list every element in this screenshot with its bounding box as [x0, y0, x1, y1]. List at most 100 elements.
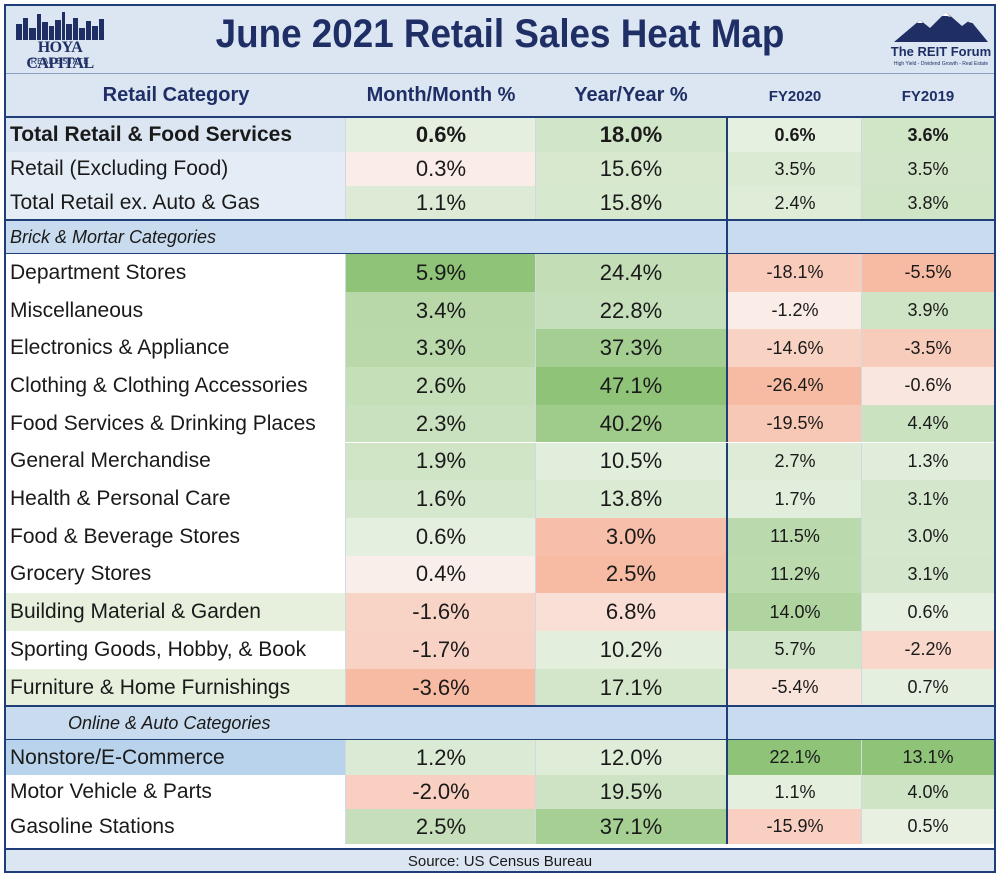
- cell-yoy: 37.1%: [536, 809, 726, 844]
- column-divider: [535, 367, 536, 405]
- cell-mom: 3.3%: [346, 329, 536, 368]
- cell-fy2019: 3.8%: [862, 186, 994, 220]
- cell-fy2019: 3.1%: [862, 480, 994, 518]
- column-divider: [861, 329, 862, 368]
- row-category: Furniture & Home Furnishings: [6, 668, 346, 707]
- cell-yoy: 10.5%: [536, 442, 726, 481]
- row-category: Nonstore/E-Commerce: [6, 740, 346, 775]
- column-divider: [345, 329, 346, 368]
- column-divider: [726, 186, 728, 220]
- column-divider: [726, 740, 728, 775]
- table-row: Grocery Stores 0.4% 2.5% 11.2% 3.1%: [6, 555, 994, 594]
- column-divider: [861, 186, 862, 220]
- column-divider: [726, 593, 728, 631]
- column-divider: [345, 517, 346, 556]
- column-divider: [535, 668, 536, 707]
- reit-forum-logo: The REIT Forum High Yield - Dividend Gro…: [890, 8, 992, 72]
- column-divider: [345, 254, 346, 292]
- cell-fy2020: -14.6%: [728, 329, 862, 368]
- row-category: Motor Vehicle & Parts: [6, 774, 346, 810]
- column-divider: [861, 593, 862, 631]
- cell-fy2020: 11.5%: [728, 517, 862, 556]
- reit-forum-tagline: High Yield - Dividend Growth - Real Esta…: [893, 61, 989, 67]
- cell-mom: 0.6%: [346, 517, 536, 556]
- column-divider: [535, 774, 536, 810]
- cell-fy2019: 3.1%: [862, 555, 994, 594]
- cell-fy2020: 0.6%: [728, 118, 862, 152]
- column-divider: [535, 291, 536, 330]
- cell-fy2020: -19.5%: [728, 404, 862, 443]
- section-top-rule: [6, 219, 994, 221]
- column-divider: [861, 740, 862, 775]
- column-divider: [535, 480, 536, 518]
- column-divider: [345, 480, 346, 518]
- row-category: Food & Beverage Stores: [6, 517, 346, 556]
- cell-fy2019: 0.6%: [862, 593, 994, 631]
- column-divider: [726, 774, 728, 810]
- cell-mom: -3.6%: [346, 668, 536, 707]
- column-divider: [535, 631, 536, 669]
- row-category: General Merchandise: [6, 442, 346, 481]
- cell-fy2020: 2.4%: [728, 186, 862, 220]
- column-divider: [345, 593, 346, 631]
- col-header-mom: Month/Month %: [366, 84, 516, 106]
- column-divider: [345, 404, 346, 443]
- cell-yoy: 12.0%: [536, 740, 726, 775]
- column-divider: [861, 367, 862, 405]
- cell-fy2019: 3.9%: [862, 291, 994, 330]
- column-divider: [861, 668, 862, 707]
- table-row: Retail (Excluding Food) 0.3% 15.6% 3.5% 3.5%: [6, 152, 994, 186]
- cell-yoy: 10.2%: [536, 631, 726, 669]
- column-divider: [726, 631, 728, 669]
- cell-fy2020: 3.5%: [728, 152, 862, 186]
- column-divider: [861, 152, 862, 186]
- cell-yoy: 2.5%: [536, 555, 726, 594]
- hoya-logo-sub: REAL ESTATE: [30, 57, 90, 66]
- column-divider: [345, 668, 346, 707]
- row-category: Building Material & Garden: [6, 593, 346, 631]
- cell-mom: -1.6%: [346, 593, 536, 631]
- column-divider: [861, 480, 862, 518]
- cell-yoy: 24.4%: [536, 254, 726, 292]
- cell-yoy: 37.3%: [536, 329, 726, 368]
- table-row: Building Material & Garden -1.6% 6.8% 14.0%…: [6, 593, 994, 631]
- column-divider: [345, 367, 346, 405]
- column-divider: [726, 517, 728, 556]
- column-divider: [535, 740, 536, 775]
- cell-fy2020: -5.4%: [728, 668, 862, 707]
- column-divider: [861, 118, 862, 152]
- column-divider: [535, 517, 536, 556]
- column-divider: [345, 291, 346, 330]
- cell-yoy: 17.1%: [536, 668, 726, 707]
- row-category: Health & Personal Care: [6, 480, 346, 518]
- cell-fy2019: 0.5%: [862, 809, 994, 844]
- column-divider: [861, 404, 862, 443]
- table-row: Clothing & Clothing Accessories 2.6% 47.1%…: [6, 367, 994, 405]
- table-row: Department Stores 5.9% 24.4% -18.1% -5.5%: [6, 254, 994, 292]
- cell-fy2020: -15.9%: [728, 809, 862, 844]
- column-divider: [345, 740, 346, 775]
- table-row: Sporting Goods, Hobby, & Book -1.7% 10.2% 5…: [6, 631, 994, 669]
- cell-yoy: 15.8%: [536, 186, 726, 220]
- section-divider: [726, 220, 728, 254]
- column-divider: [345, 555, 346, 594]
- cell-fy2019: 3.5%: [862, 152, 994, 186]
- cell-fy2020: -26.4%: [728, 367, 862, 405]
- column-divider: [861, 291, 862, 330]
- row-category: Retail (Excluding Food): [6, 152, 346, 186]
- table-row: Furniture & Home Furnishings -3.6% 17.1% -5…: [6, 668, 994, 707]
- table-row: Nonstore/E-Commerce 1.2% 12.0% 22.1% 13.1%: [6, 740, 994, 775]
- cell-mom: 2.6%: [346, 367, 536, 405]
- cell-fy2019: 13.1%: [862, 740, 994, 775]
- hoya-logo-name: HOYA CAPITAL: [26, 39, 94, 72]
- source-note: Source: US Census Bureau: [6, 848, 994, 871]
- column-divider: [861, 555, 862, 594]
- cell-fy2019: 4.4%: [862, 404, 994, 443]
- table-row: Total Retail & Food Services 0.6% 18.0% 0.6…: [6, 118, 994, 152]
- col-header-yoy: Year/Year %: [574, 84, 688, 106]
- table-row: Miscellaneous 3.4% 22.8% -1.2% 3.9%: [6, 291, 994, 330]
- cell-mom: -2.0%: [346, 774, 536, 810]
- column-divider: [535, 186, 536, 220]
- row-category: Sporting Goods, Hobby, & Book: [6, 631, 346, 669]
- cell-mom: 2.5%: [346, 809, 536, 844]
